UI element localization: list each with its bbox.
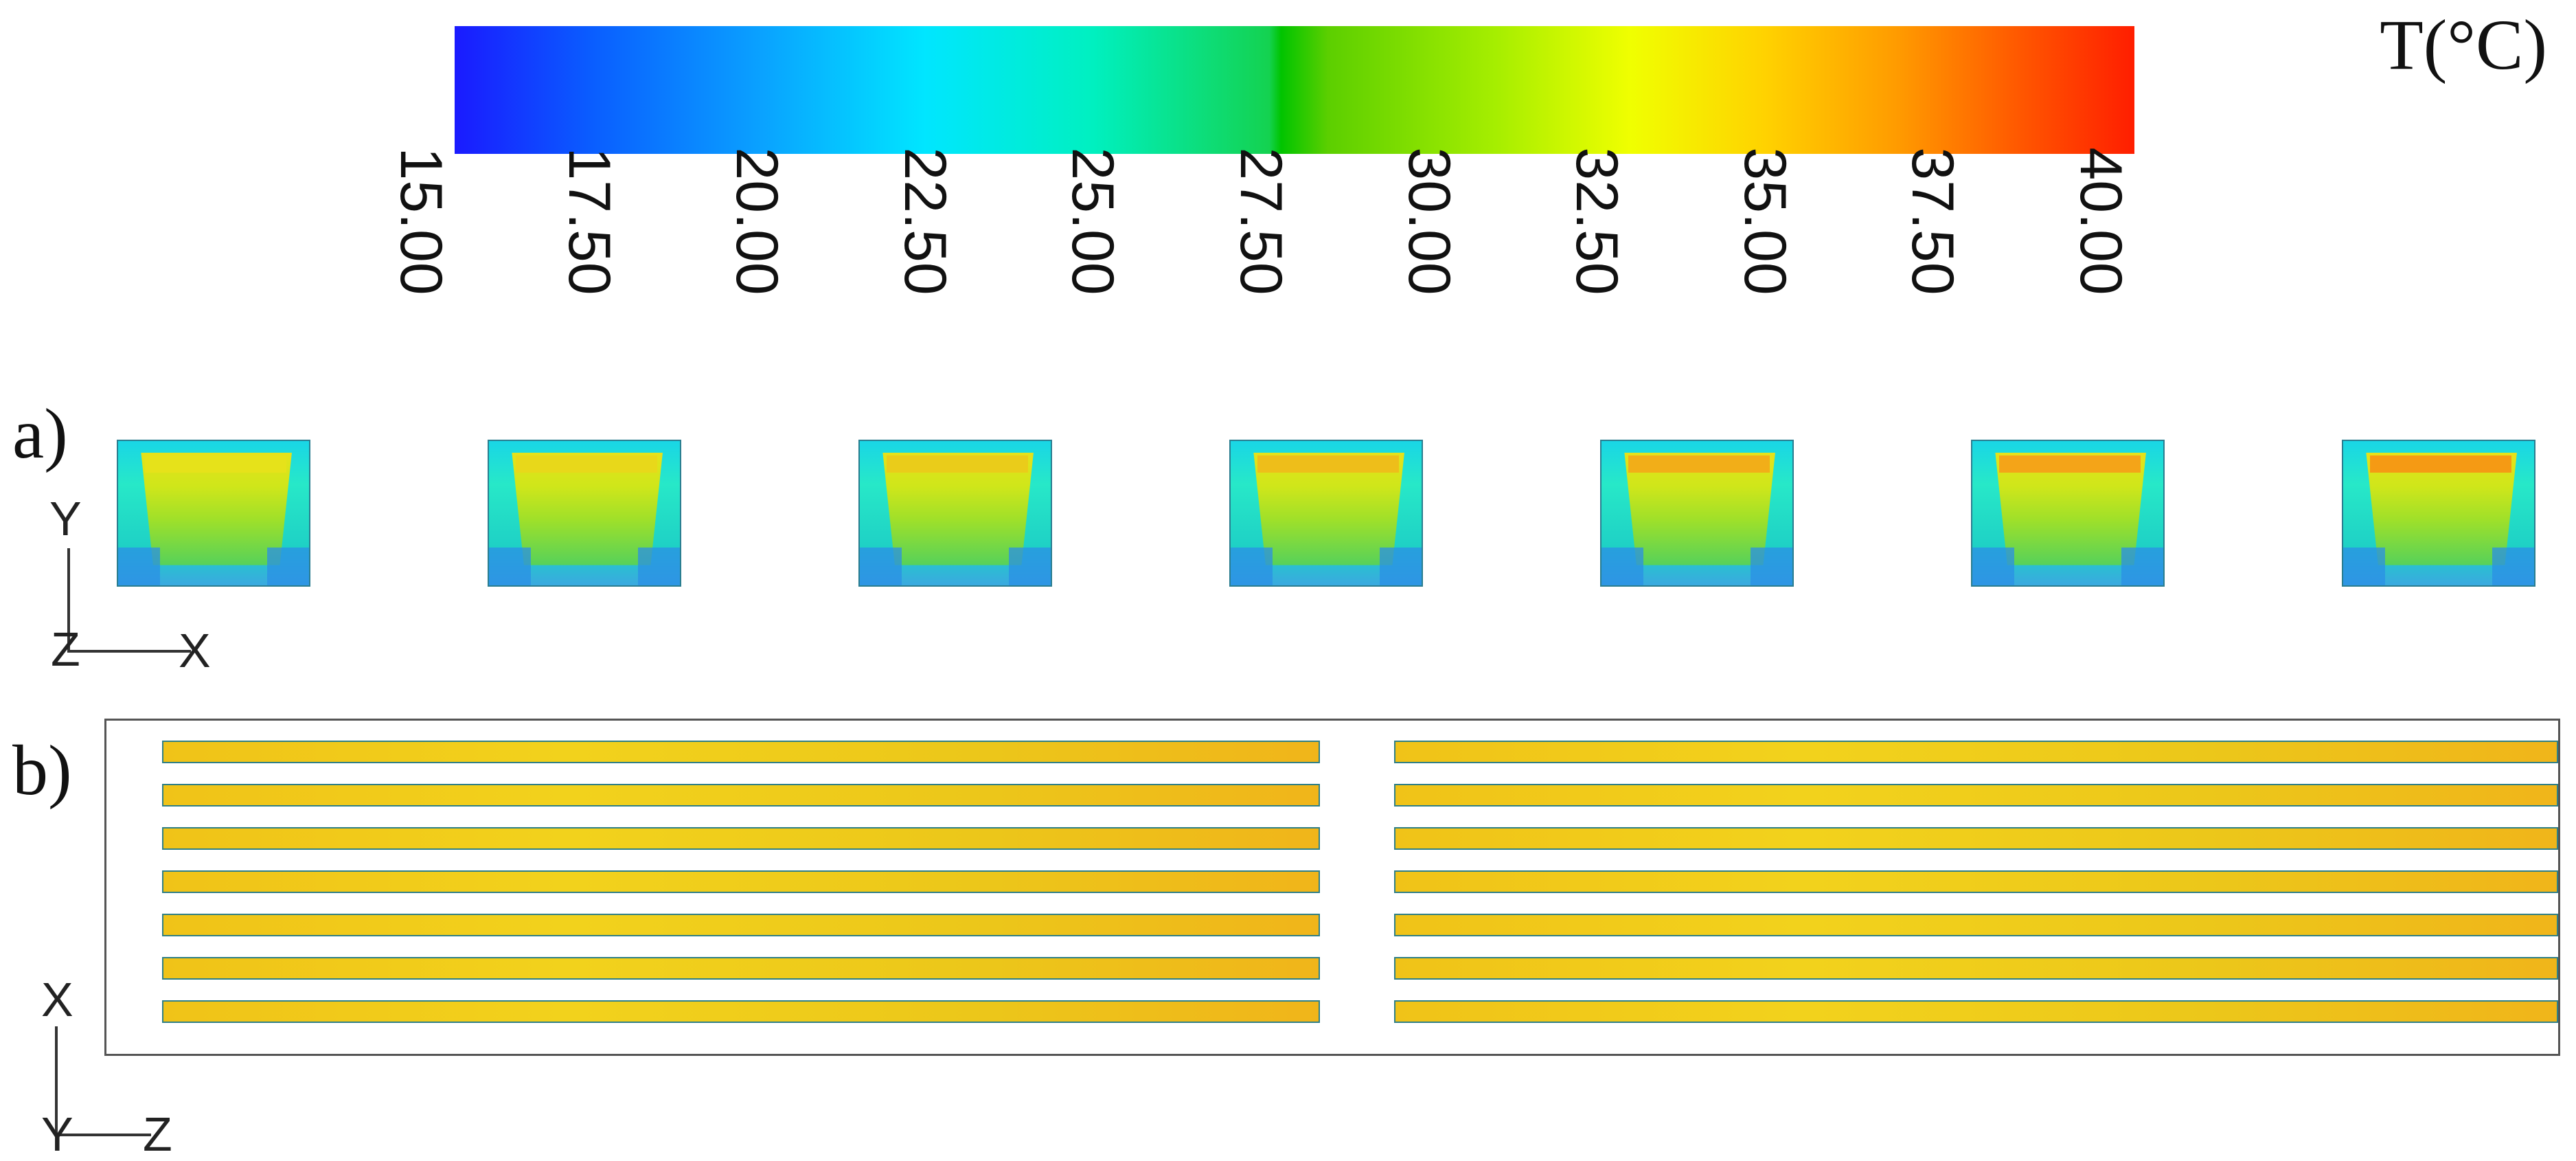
axis-label-z: Z (143, 1107, 172, 1161)
cross-section-cold-corner (1231, 548, 1273, 585)
axis-label-z: Z (51, 622, 80, 676)
fin-bar (162, 914, 1320, 936)
axis-label-x: X (179, 624, 211, 677)
fin-bar (162, 827, 1320, 850)
cross-section-cold-corner (489, 548, 532, 585)
axis-label-y: Y (41, 1107, 73, 1161)
cross-section-cold-corner (266, 548, 309, 585)
colorbar-tick-text: 20.00 (724, 147, 790, 295)
fin-bar (162, 1000, 1320, 1023)
cross-section (1229, 440, 1423, 587)
cross-section-cold-corner (860, 548, 902, 585)
fin-bar (1394, 914, 2558, 936)
axis-label-y: Y (49, 492, 82, 545)
cross-section (1971, 440, 2165, 587)
colorbar-tick-text: 22.50 (891, 147, 958, 295)
cross-section-hot-band (886, 455, 1028, 473)
axis-line-vertical (55, 1026, 58, 1135)
cross-section-cold-corner (1750, 548, 1792, 585)
axis-line-vertical (67, 548, 70, 651)
colorbar-tick-text: 40.00 (2068, 147, 2134, 295)
fin-bar (162, 741, 1320, 763)
cross-section-cold-corner (118, 548, 161, 585)
axis-triad-a: Y Z X (48, 492, 227, 677)
axis-triad-b: X Y Z (41, 973, 192, 1158)
cross-section-cold-corner (2343, 548, 2386, 585)
cross-section-hot-band (2369, 455, 2511, 473)
colorbar-tick-text: 35.00 (1731, 147, 1798, 295)
cross-section-cold-corner (637, 548, 680, 585)
fin-bar (162, 870, 1320, 893)
fin-bar (1394, 784, 2558, 807)
fin-bar (1394, 957, 2558, 980)
cross-section-hot-band (515, 455, 657, 473)
colorbar-tick-text: 17.50 (556, 147, 622, 295)
axis-label-x: X (41, 973, 73, 1026)
panel-a-label: a) (12, 394, 68, 473)
fin-bar (1394, 741, 2558, 763)
cross-section-cold-corner (1972, 548, 2015, 585)
colorbar-tick-text: 15.00 (388, 147, 454, 295)
colorbar-tick-text: 32.50 (1564, 147, 1630, 295)
cross-section-cold-corner (2492, 548, 2534, 585)
cross-section (488, 440, 681, 587)
cross-section (117, 440, 310, 587)
cross-section (1600, 440, 1794, 587)
colorbar-tick-text: 30.00 (1395, 147, 1462, 295)
cross-section-cold-corner (1008, 548, 1051, 585)
fin-bar (1394, 870, 2558, 893)
side-view-frame (104, 719, 2560, 1056)
fin-bar (1394, 1000, 2558, 1023)
colorbar-units-label: T(°C) (2380, 5, 2547, 84)
axis-line-horizontal (55, 1134, 151, 1136)
panel-b-label: b) (12, 731, 72, 810)
cross-section-hot-band (1257, 455, 1399, 473)
cross-section-cold-corner (1602, 548, 1644, 585)
temperature-colorbar (455, 26, 2134, 154)
fin-bar (162, 957, 1320, 980)
fin-bar (162, 784, 1320, 807)
cross-section (858, 440, 1052, 587)
cross-section-cold-corner (1379, 548, 1422, 585)
colorbar-tick-text: 25.00 (1060, 147, 1126, 295)
colorbar-tick-text: 27.50 (1228, 147, 1294, 295)
colorbar-tick-text: 37.50 (1900, 147, 1966, 295)
cross-section (2342, 440, 2535, 587)
cross-section-hot-band (1998, 455, 2141, 473)
cross-section-cold-corner (2121, 548, 2163, 585)
cross-section-hot-band (1628, 455, 1770, 473)
cross-section-hot-band (144, 455, 286, 473)
axis-line-horizontal (67, 650, 191, 653)
fin-bar (1394, 827, 2558, 850)
